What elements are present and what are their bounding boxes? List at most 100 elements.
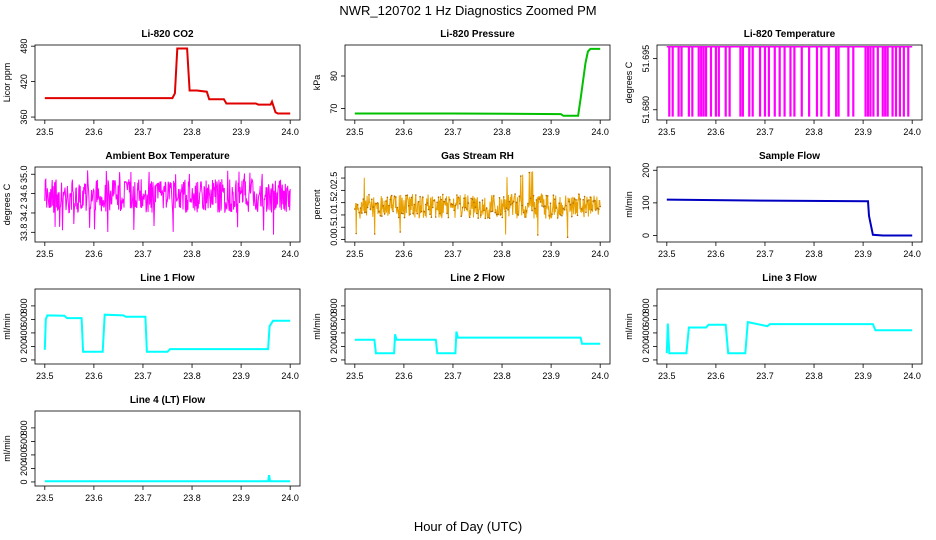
y-axis-label: Licor ppm bbox=[2, 63, 12, 103]
plot-frame bbox=[656, 166, 923, 243]
data-point bbox=[433, 199, 436, 202]
data-point bbox=[393, 195, 396, 197]
y-tick-label: 34.2 bbox=[19, 204, 29, 222]
x-tick-label: 23.5 bbox=[658, 371, 676, 381]
x-tick-label: 23.5 bbox=[36, 127, 54, 137]
y-tick-label: 0 bbox=[641, 233, 651, 238]
data-point bbox=[535, 199, 538, 201]
data-point bbox=[432, 206, 434, 209]
y-axis-label: degrees C bbox=[2, 183, 12, 225]
panel-title: Ambient Box Temperature bbox=[105, 151, 230, 162]
x-tick-label: 23.9 bbox=[542, 249, 560, 259]
data-point bbox=[527, 202, 529, 205]
x-tick-label: 23.8 bbox=[493, 127, 511, 137]
data-point bbox=[356, 204, 359, 206]
data-point bbox=[451, 203, 454, 206]
data-point bbox=[592, 200, 594, 202]
data-point bbox=[549, 202, 552, 204]
data-point bbox=[388, 204, 390, 207]
data-point bbox=[376, 202, 379, 204]
data-point bbox=[457, 196, 460, 199]
panel-title: Li-820 Temperature bbox=[744, 29, 836, 40]
data-series-line bbox=[44, 475, 291, 483]
data-point bbox=[508, 200, 511, 203]
y-tick-label: 360 bbox=[19, 110, 29, 125]
y-tick-label: 0.5 bbox=[329, 221, 339, 234]
data-point bbox=[478, 201, 481, 204]
x-tick-label: 23.7 bbox=[444, 371, 462, 381]
data-point bbox=[375, 202, 377, 205]
x-tick-label: 23.6 bbox=[395, 127, 413, 137]
y-tick-label: 200 bbox=[19, 339, 29, 354]
data-point bbox=[588, 199, 590, 201]
x-tick-label: 23.6 bbox=[707, 249, 725, 259]
y-tick-label: 800 bbox=[19, 298, 29, 313]
data-point bbox=[521, 204, 523, 207]
data-point bbox=[495, 213, 498, 216]
data-point bbox=[429, 213, 431, 215]
plot-area bbox=[666, 45, 913, 117]
y-tick-label: 200 bbox=[641, 339, 651, 354]
data-point bbox=[468, 216, 471, 219]
data-point bbox=[399, 231, 402, 233]
data-point bbox=[590, 209, 593, 211]
data-point bbox=[578, 193, 580, 195]
x-tick-label: 24.0 bbox=[281, 493, 299, 503]
data-point bbox=[541, 205, 543, 207]
data-point bbox=[447, 216, 450, 219]
x-tick-label: 23.7 bbox=[134, 127, 152, 137]
x-tick-label: 23.7 bbox=[756, 249, 774, 259]
data-point bbox=[426, 202, 428, 204]
data-point bbox=[595, 209, 597, 211]
x-tick-label: 23.5 bbox=[36, 249, 54, 259]
data-point bbox=[430, 216, 433, 218]
data-point bbox=[444, 198, 447, 200]
data-point bbox=[415, 194, 417, 196]
data-point bbox=[596, 207, 599, 210]
data-point bbox=[569, 203, 572, 206]
y-tick-label: 0 bbox=[19, 479, 29, 484]
x-tick-label: 23.9 bbox=[232, 127, 250, 137]
y-tick-label: 1.0 bbox=[329, 209, 339, 222]
panel-5: Gas Stream RH percent 0.00.51.01.52.02.5 23… bbox=[312, 151, 611, 259]
data-point bbox=[372, 206, 375, 208]
data-point bbox=[434, 216, 437, 218]
panel-2: Li-820 Pressure kPa 70 80 23.5 23.6 23.7 23.8 23… bbox=[312, 29, 611, 137]
y-tick-label: 600 bbox=[641, 312, 651, 327]
x-tick-label: 23.8 bbox=[805, 249, 823, 259]
data-point bbox=[446, 212, 448, 215]
x-tick-label: 23.8 bbox=[493, 371, 511, 381]
data-point bbox=[559, 214, 562, 216]
y-axis-label: ml/min bbox=[624, 191, 634, 218]
data-point bbox=[355, 232, 358, 235]
x-tick-label: 23.6 bbox=[395, 249, 413, 259]
data-point bbox=[453, 209, 455, 212]
data-point bbox=[497, 213, 499, 216]
x-axis-label: Hour of Day (UTC) bbox=[414, 519, 522, 534]
x-tick-label: 23.5 bbox=[36, 371, 54, 381]
y-tick-label: 51.680 bbox=[641, 96, 651, 124]
plot-area bbox=[665, 320, 913, 355]
data-point bbox=[537, 234, 539, 236]
plot-area bbox=[44, 170, 291, 235]
y-axis-label: ml/min bbox=[2, 313, 12, 340]
data-point bbox=[437, 196, 440, 198]
data-point bbox=[481, 199, 484, 201]
y-tick-label: 800 bbox=[19, 420, 29, 435]
data-point bbox=[400, 212, 403, 214]
data-point bbox=[386, 196, 389, 199]
data-point bbox=[417, 200, 420, 203]
y-tick-label: 420 bbox=[19, 74, 29, 89]
x-tick-label: 23.9 bbox=[232, 371, 250, 381]
x-tick-label: 23.9 bbox=[232, 249, 250, 259]
data-point bbox=[501, 216, 504, 219]
y-tick-label: 400 bbox=[19, 325, 29, 340]
data-point bbox=[556, 217, 559, 219]
plot-area bbox=[44, 47, 291, 115]
x-tick-label: 23.9 bbox=[542, 371, 560, 381]
x-tick-label: 23.8 bbox=[183, 493, 201, 503]
data-point bbox=[358, 211, 360, 214]
plot-frame bbox=[34, 44, 301, 121]
